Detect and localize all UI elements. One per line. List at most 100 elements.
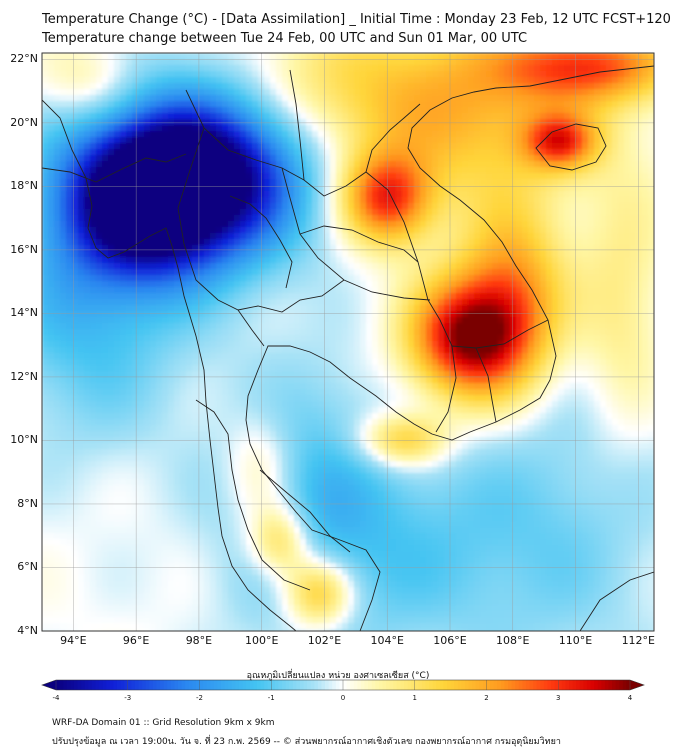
colorbar-segment [504, 680, 509, 690]
colorbar-segment [70, 680, 75, 690]
colorbar-segment [231, 680, 236, 690]
colorbar-tick-label: 4 [627, 694, 633, 702]
colorbar-segment [590, 680, 595, 690]
colorbar-segment [221, 680, 226, 690]
colorbar-segment [332, 680, 337, 690]
colorbar-segment [296, 680, 301, 690]
colorbar-segment [400, 680, 405, 690]
colorbar-tick-label: 0 [340, 694, 346, 702]
colorbar-segment [450, 680, 455, 690]
colorbar-segment [102, 680, 107, 690]
colorbar-segment [518, 680, 523, 690]
footer-model-info: WRF-DA Domain 01 :: Grid Resolution 9km … [52, 718, 275, 728]
footer-credit: ปรับปรุงข้อมูล ณ เวลา 19:00น. วัน จ. ที่… [52, 737, 561, 747]
colorbar-segment [554, 680, 559, 690]
lat-label: 6°N [17, 560, 38, 574]
colorbar-segment [156, 680, 161, 690]
colorbar-segment [525, 680, 531, 690]
coastlines-and-borders [42, 65, 654, 631]
colorbar-label: อุณหภูมิเปลี่ยนแปลง หน่วย องศาเซลเซียส (… [246, 671, 430, 681]
colorbar-segment [339, 680, 344, 690]
colorbar-segment [378, 680, 384, 690]
colorbar-tick-label: 2 [484, 694, 489, 702]
colorbar-segment [99, 680, 104, 690]
colorbar-segment [73, 680, 79, 690]
colorbar-segment [299, 680, 305, 690]
colorbar-segment [314, 680, 319, 690]
colorbar-segment [515, 680, 520, 690]
colorbar-segment [224, 680, 229, 690]
colorbar-segment [185, 680, 190, 690]
colorbar-segment [583, 680, 588, 690]
colorbar-segment [66, 680, 71, 690]
colorbar-segment [77, 680, 82, 690]
colorbar-segment [561, 680, 567, 690]
colorbar-segment [353, 680, 358, 690]
colorbar-segment [464, 680, 470, 690]
colorbar-segment [443, 680, 448, 690]
colorbar-segment [375, 680, 380, 690]
colorbar-segment [407, 680, 412, 690]
colorbar-segment [350, 680, 355, 690]
colorbar-segment [206, 680, 211, 690]
colorbar-segment [576, 680, 581, 690]
colorbar-segment [167, 680, 172, 690]
colorbar-segment [335, 680, 341, 690]
lat-lon-gridlines [42, 53, 654, 631]
colorbar-segment [307, 680, 312, 690]
colorbar-segment [493, 680, 498, 690]
colorbar-segment [536, 680, 541, 690]
lat-label: 20°N [10, 115, 38, 129]
colorbar-segment [264, 680, 269, 690]
colorbar-segment [439, 680, 445, 690]
colorbar-segment [360, 680, 366, 690]
colorbar-segment [152, 680, 158, 690]
colorbar-segment [436, 680, 441, 690]
lat-label: 10°N [10, 433, 38, 447]
colorbar-segment [615, 680, 620, 690]
colorbar-segment [357, 680, 362, 690]
colorbar-segment [386, 680, 391, 690]
colorbar-segment [120, 680, 125, 690]
colorbar-segment [403, 680, 409, 690]
colorbar-segment [228, 680, 233, 690]
lon-label: 104°E [370, 634, 404, 647]
colorbar-segment [235, 680, 240, 690]
colorbar-segment [457, 680, 462, 690]
lon-label: 108°E [496, 634, 530, 647]
colorbar-segment [310, 680, 315, 690]
colorbar-segment [475, 680, 480, 690]
colorbar-tick-label: -1 [267, 694, 275, 702]
colorbar-segment [382, 680, 387, 690]
colorbar-segment [138, 680, 143, 690]
colorbar-segment [63, 680, 68, 690]
colorbar-segment [579, 680, 584, 690]
colorbar-segment [203, 680, 208, 690]
colorbar-segment [145, 680, 150, 690]
lat-label: 18°N [10, 179, 38, 193]
colorbar-segment [572, 680, 577, 690]
colorbar-segment [321, 680, 326, 690]
colorbar-segment [163, 680, 168, 690]
colorbar-segment [267, 680, 272, 690]
colorbar-segment [547, 680, 552, 690]
colorbar-segment [454, 680, 459, 690]
colorbar-segment [91, 680, 97, 690]
colorbar-tick-label: 3 [556, 694, 561, 702]
colorbar-segment [393, 680, 398, 690]
colorbar-segment [447, 680, 452, 690]
colorbar-segment [271, 680, 276, 690]
colorbar-segment [325, 680, 330, 690]
colorbar-segment [597, 680, 602, 690]
colorbar-segment [131, 680, 136, 690]
colorbar-segment [389, 680, 394, 690]
colorbar-min-arrow [42, 680, 56, 690]
colorbar-segment [371, 680, 376, 690]
title-line-1: Temperature Change (°C) - [Data Assimila… [42, 12, 671, 27]
colorbar-tick-label: -2 [196, 694, 203, 702]
colorbar-segment [285, 680, 290, 690]
colorbar-segment [368, 680, 373, 690]
colorbar-segment [601, 680, 606, 690]
lon-label: 106°E [433, 634, 467, 647]
